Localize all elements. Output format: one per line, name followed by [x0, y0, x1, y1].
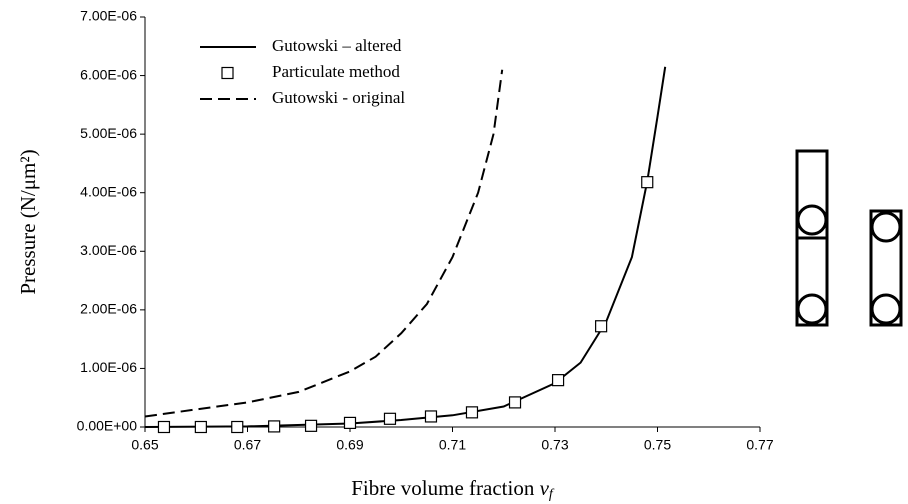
x-tick-label: 0.69	[336, 437, 363, 453]
line	[144, 69, 504, 418]
marker	[194, 420, 207, 434]
legend-label: Gutowski – altered	[272, 36, 402, 55]
marker	[383, 412, 397, 425]
x-tick-label: 0.65	[131, 437, 158, 453]
y-tick-label: 6.00E-06	[80, 66, 137, 82]
legend-label: Particulate method	[272, 62, 400, 81]
line	[144, 66, 667, 428]
x-tick-label: 0.77	[746, 437, 773, 453]
marker	[157, 420, 171, 434]
y-tick-label: 5.00E-06	[80, 125, 137, 141]
x-tick-label: 0.73	[541, 437, 568, 453]
marker	[508, 396, 522, 409]
marker	[231, 420, 244, 434]
x-tick-label: 0.67	[234, 437, 261, 453]
fibre	[796, 204, 828, 236]
marker	[304, 419, 318, 432]
marker	[424, 410, 438, 423]
x-label-subscript: f	[549, 487, 555, 502]
marker	[343, 416, 357, 429]
marker	[641, 176, 654, 189]
y-tick-label: 0.00E+00	[77, 418, 138, 434]
fibre	[870, 293, 902, 325]
y-tick-label: 4.00E-06	[80, 183, 137, 199]
y-tick-label: 7.00E-06	[80, 8, 137, 24]
marker	[268, 420, 281, 433]
y-tick-label: 2.00E-06	[80, 301, 137, 317]
x-label-symbol: v	[540, 476, 550, 500]
marker	[595, 320, 608, 333]
x-axis-label: Fibre volume fraction vf	[351, 476, 555, 502]
marker	[551, 374, 565, 387]
x-tick-label: 0.75	[644, 437, 671, 453]
fibre	[870, 211, 902, 243]
marker	[465, 406, 479, 419]
fibre	[796, 293, 828, 325]
y-axis-label: Pressure (N/μm²)	[16, 149, 40, 294]
x-label-text: Fibre volume fraction	[351, 476, 535, 500]
legend-label: Gutowski - original	[272, 88, 405, 107]
fibre-diagram	[795, 149, 903, 327]
y-tick-label: 1.00E-06	[80, 359, 137, 375]
x-tick-label: 0.71	[439, 437, 466, 453]
legend-marker	[221, 66, 234, 80]
y-tick-label: 3.00E-06	[80, 242, 137, 258]
